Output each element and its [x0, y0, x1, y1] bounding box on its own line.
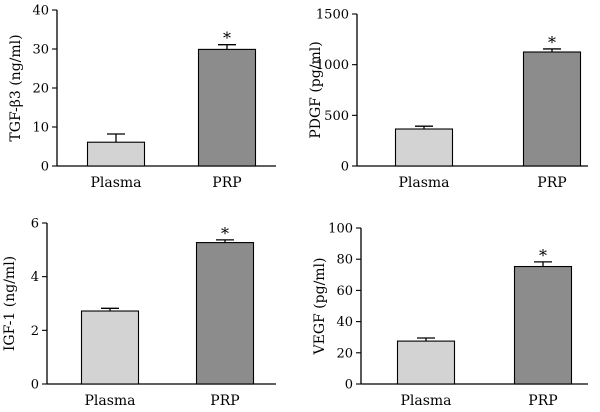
y-tick-label: 0: [31, 378, 39, 393]
bar-prp: [513, 265, 573, 385]
y-axis-label: IGF-1 (ng/ml): [2, 256, 18, 351]
y-tick-label: 20: [336, 346, 353, 361]
x-category-label: PRP: [210, 393, 239, 409]
chart-panel-3: 0 2 4 6 IGF-1 (ng/ml) Plasma * PRP: [2, 217, 276, 409]
y-tick-label: 40: [336, 315, 353, 330]
bar-prp: [197, 48, 257, 167]
y-tick-label: 40: [32, 4, 49, 19]
y-tick-label: 80: [336, 253, 353, 268]
y-tick-label: 30: [32, 43, 49, 58]
y-tick-label: 1500: [316, 8, 349, 23]
y-axis-label: PDGF (pg/ml): [308, 41, 324, 138]
y-tick-label: 0: [41, 160, 49, 175]
y-tick-label: 60: [336, 284, 353, 299]
y-axis-label: VEGF (pg/ml): [312, 258, 328, 356]
significance-marker: *: [221, 224, 229, 243]
x-category-label: Plasma: [398, 175, 449, 191]
bar-prp: [195, 242, 255, 385]
x-category-label: PRP: [528, 393, 557, 409]
y-tick-label: 20: [32, 82, 49, 97]
chart-panel-2: 0 500 1000 1500 PDGF (pg/ml) Plasma * PRP: [308, 8, 588, 191]
significance-marker: *: [223, 29, 231, 48]
x-category-label: Plasma: [90, 175, 141, 191]
y-tick-label: 0: [341, 160, 349, 175]
chart-panel-4: 0 20 40 60 80 100 VEGF (pg/ml) Plasma * PRP: [312, 222, 588, 409]
y-tick-label: 1000: [316, 58, 349, 73]
y-tick-label: 4: [31, 270, 39, 285]
x-category-label: PRP: [537, 175, 566, 191]
x-category-label: Plasma: [400, 393, 451, 409]
bar-prp: [522, 51, 582, 167]
significance-marker: *: [539, 246, 547, 265]
bar-plasma: [394, 128, 454, 167]
bar-plasma: [396, 340, 456, 385]
chart-panel-1: 0 10 20 30 40 TGF-β3 (ng/ml) Plasma * PRP: [8, 4, 276, 191]
y-tick-label: 10: [32, 121, 49, 136]
y-tick-label: 2: [31, 324, 39, 339]
y-tick-label: 500: [324, 109, 349, 124]
y-tick-label: 100: [328, 222, 353, 237]
x-category-label: PRP: [212, 175, 241, 191]
x-category-label: Plasma: [84, 393, 135, 409]
bar-plasma: [86, 141, 146, 167]
y-axis-label: TGF-β3 (ng/ml): [8, 34, 24, 141]
y-tick-label: 0: [345, 378, 353, 393]
bar-plasma: [80, 310, 140, 385]
y-tick-label: 6: [31, 217, 39, 232]
significance-marker: *: [548, 33, 556, 52]
